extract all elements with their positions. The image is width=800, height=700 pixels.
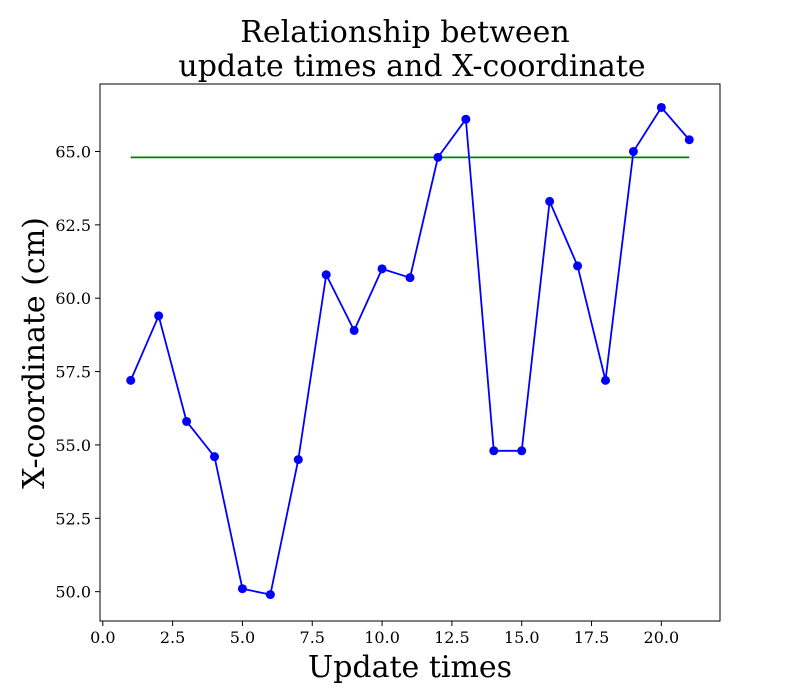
x-tick-label: 2.5 xyxy=(160,628,185,647)
data-point xyxy=(265,590,275,600)
x-tick-label: 5.0 xyxy=(230,628,255,647)
data-point xyxy=(126,375,136,385)
data-point xyxy=(293,455,303,465)
chart-title-line-2: update times and X-coordinate xyxy=(178,49,645,84)
data-point xyxy=(573,261,583,271)
series-layer xyxy=(126,102,694,600)
x-tick-label: 7.5 xyxy=(300,628,325,647)
y-axis-label: X-coordinate (cm) xyxy=(17,217,52,489)
plot-area: 0.0 2.5 5.0 7.5 10.0 12.5 15.0 17.5 20.0 50.0 52.… xyxy=(55,83,721,647)
data-point xyxy=(321,270,331,280)
y-axis: 50.0 52.5 55.0 57.5 60.0 62.5 65.0 xyxy=(55,142,100,602)
data-point xyxy=(377,264,387,274)
x-tick-label: 15.0 xyxy=(504,628,540,647)
data-point xyxy=(489,446,499,456)
y-tick-label: 52.5 xyxy=(55,509,91,528)
data-point xyxy=(517,446,527,456)
y-tick-label: 62.5 xyxy=(55,216,91,235)
x-tick-label: 20.0 xyxy=(644,628,680,647)
data-point xyxy=(182,416,192,426)
x-tick-label: 0.0 xyxy=(90,628,115,647)
x-tick-label: 10.0 xyxy=(364,628,400,647)
plot-frame xyxy=(99,83,721,622)
series-line xyxy=(129,106,690,596)
data-point xyxy=(656,102,666,112)
data-point xyxy=(349,325,359,335)
x-tick-label: 17.5 xyxy=(574,628,610,647)
y-tick-label: 65.0 xyxy=(55,142,91,161)
data-point xyxy=(210,452,220,462)
y-tick-label: 50.0 xyxy=(55,583,91,602)
x-axis-label: Update times xyxy=(308,650,512,685)
data-point xyxy=(405,273,415,283)
data-point xyxy=(600,375,610,385)
data-point xyxy=(237,584,247,594)
x-axis: 0.0 2.5 5.0 7.5 10.0 12.5 15.0 17.5 20.0 xyxy=(90,621,679,647)
x-tick-label: 12.5 xyxy=(434,628,470,647)
chart-title-line-1: Relationship between xyxy=(240,15,569,50)
data-point xyxy=(461,114,471,124)
data-point xyxy=(684,135,694,145)
data-point xyxy=(545,196,555,206)
y-tick-label: 55.0 xyxy=(55,436,91,455)
data-point xyxy=(154,311,164,321)
y-tick-label: 57.5 xyxy=(55,363,91,382)
data-point xyxy=(628,146,638,156)
data-point xyxy=(433,152,443,162)
y-tick-label: 60.0 xyxy=(55,289,91,308)
